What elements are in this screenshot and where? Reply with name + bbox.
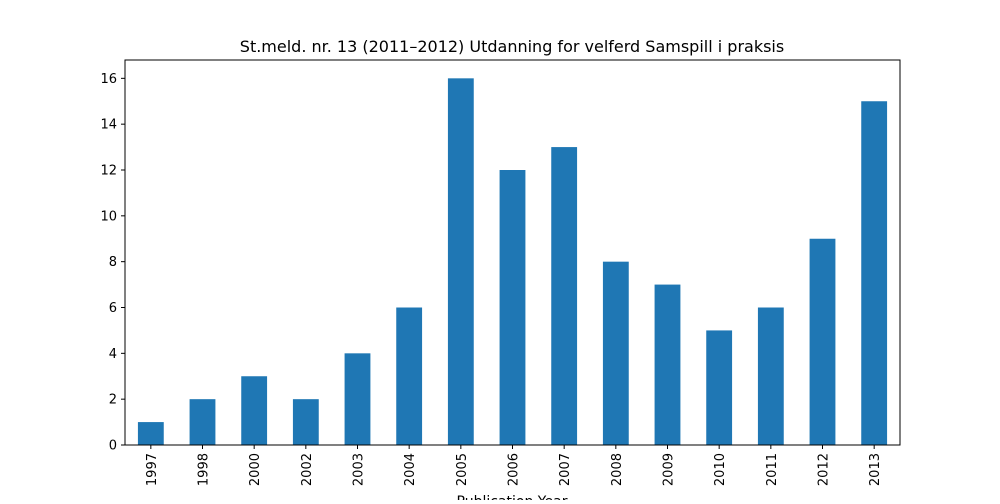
y-axis: 0 2 4 6 8 10 12 14 16 (100, 72, 125, 454)
y-tick-label: 10 (100, 209, 117, 224)
bar-2006 (499, 170, 526, 445)
bar-2002 (292, 399, 319, 445)
x-tick-label: 2010 (713, 453, 728, 486)
bar-2012 (809, 238, 836, 445)
x-tick-label: 2008 (610, 453, 625, 486)
bar-1998 (189, 399, 216, 445)
bar-2003 (344, 353, 371, 445)
x-tick-label: 2000 (248, 453, 263, 486)
bars-group (137, 78, 888, 445)
x-tick-label: 2002 (300, 453, 315, 486)
x-axis-label: Publication Year (457, 494, 568, 500)
y-tick-label: 8 (109, 255, 117, 270)
bar-1997 (137, 422, 164, 445)
x-tick-label: 2006 (507, 453, 522, 486)
plot-frame (124, 59, 901, 446)
bar-2005 (447, 78, 474, 445)
y-tick-label: 4 (109, 347, 117, 362)
y-tick-label: 16 (100, 72, 117, 87)
x-axis: 1997 1998 2000 2002 2003 2004 2005 2006 2007 2008… (145, 445, 883, 486)
x-tick-label: 2013 (868, 453, 883, 486)
bar-2004 (396, 307, 423, 445)
x-tick-label: 2011 (765, 453, 780, 486)
bar-2007 (551, 147, 578, 445)
x-tick-label: 2007 (558, 453, 573, 486)
x-tick-label: 1997 (145, 453, 160, 486)
y-tick-label: 14 (100, 118, 117, 133)
bar-2009 (654, 284, 681, 445)
bar-2010 (706, 330, 733, 445)
bar-2000 (241, 376, 268, 445)
x-tick-label: 2005 (455, 453, 470, 486)
bar-2013 (861, 101, 888, 445)
x-tick-label: 2009 (662, 453, 677, 486)
bar-2011 (757, 307, 784, 445)
x-tick-label: 1998 (197, 453, 212, 486)
y-tick-label: 12 (100, 164, 117, 179)
y-tick-label: 6 (109, 301, 117, 316)
x-tick-label: 2004 (403, 453, 418, 486)
x-tick-label: 2003 (352, 453, 367, 486)
y-tick-label: 2 (109, 393, 117, 408)
chart-title: St.meld. nr. 13 (2011–2012) Utdanning fo… (240, 37, 784, 56)
y-tick-label: 0 (109, 439, 117, 454)
x-tick-label: 2012 (817, 453, 832, 486)
bar-2008 (602, 261, 629, 445)
